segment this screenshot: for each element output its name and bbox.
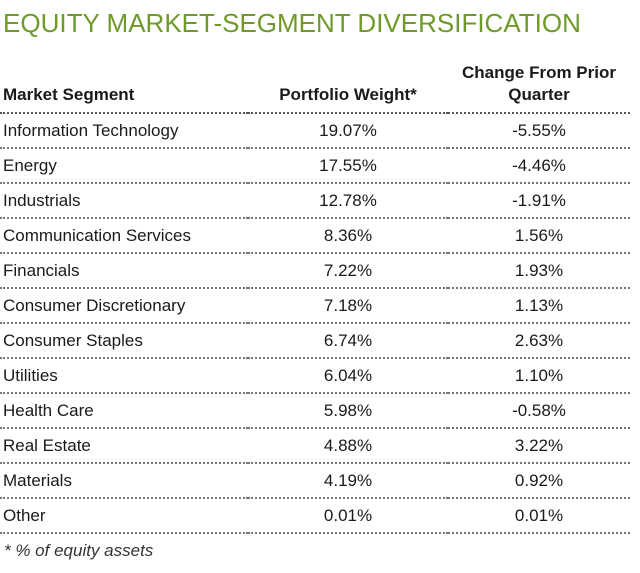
change-cell: -1.91% bbox=[448, 183, 630, 219]
change-cell: 0.92% bbox=[448, 463, 630, 499]
change-cell: 0.01% bbox=[448, 498, 630, 534]
change-cell: 1.10% bbox=[448, 358, 630, 394]
change-cell: 2.63% bbox=[448, 323, 630, 359]
header-market-segment: Market Segment bbox=[0, 62, 248, 114]
weight-cell: 7.18% bbox=[248, 288, 448, 324]
segment-cell: Health Care bbox=[0, 393, 248, 429]
segment-cell: Financials bbox=[0, 253, 248, 289]
weight-cell: 6.74% bbox=[248, 323, 448, 359]
table-row: Energy 17.55% -4.46% bbox=[0, 148, 630, 184]
table-row: Utilities 6.04% 1.10% bbox=[0, 358, 630, 394]
table-row: Other 0.01% 0.01% bbox=[0, 498, 630, 534]
header-change-from-prior-quarter: Change From Prior Quarter bbox=[448, 62, 630, 114]
table-row: Consumer Staples 6.74% 2.63% bbox=[0, 323, 630, 359]
segment-cell: Real Estate bbox=[0, 428, 248, 464]
header-change-line1: Change From Prior bbox=[462, 63, 616, 82]
weight-cell: 5.98% bbox=[248, 393, 448, 429]
weight-cell: 0.01% bbox=[248, 498, 448, 534]
weight-cell: 4.19% bbox=[248, 463, 448, 499]
segment-cell: Energy bbox=[0, 148, 248, 184]
table-row: Information Technology 19.07% -5.55% bbox=[0, 113, 630, 149]
table-row: Health Care 5.98% -0.58% bbox=[0, 393, 630, 429]
segment-cell: Industrials bbox=[0, 183, 248, 219]
weight-cell: 6.04% bbox=[248, 358, 448, 394]
segment-table: Market Segment Portfolio Weight* Change … bbox=[0, 62, 630, 534]
segment-cell: Utilities bbox=[0, 358, 248, 394]
table-row: Financials 7.22% 1.93% bbox=[0, 253, 630, 289]
table-header-row: Market Segment Portfolio Weight* Change … bbox=[0, 62, 630, 114]
table-row: Industrials 12.78% -1.91% bbox=[0, 183, 630, 219]
change-cell: 1.93% bbox=[448, 253, 630, 289]
change-cell: 3.22% bbox=[448, 428, 630, 464]
footnote: * % of equity assets bbox=[4, 541, 154, 560]
segment-cell: Materials bbox=[0, 463, 248, 499]
table-row: Materials 4.19% 0.92% bbox=[0, 463, 630, 499]
change-cell: -5.55% bbox=[448, 113, 630, 149]
weight-cell: 8.36% bbox=[248, 218, 448, 254]
weight-cell: 7.22% bbox=[248, 253, 448, 289]
header-change-line2: Quarter bbox=[508, 85, 570, 104]
change-cell: -0.58% bbox=[448, 393, 630, 429]
table-row: Consumer Discretionary 7.18% 1.13% bbox=[0, 288, 630, 324]
change-cell: 1.56% bbox=[448, 218, 630, 254]
change-cell: 1.13% bbox=[448, 288, 630, 324]
segment-cell: Consumer Discretionary bbox=[0, 288, 248, 324]
weight-cell: 4.88% bbox=[248, 428, 448, 464]
header-portfolio-weight: Portfolio Weight* bbox=[248, 62, 448, 114]
table-row: Communication Services 8.36% 1.56% bbox=[0, 218, 630, 254]
segment-cell: Communication Services bbox=[0, 218, 248, 254]
segment-cell: Consumer Staples bbox=[0, 323, 248, 359]
change-cell: -4.46% bbox=[448, 148, 630, 184]
segment-cell: Information Technology bbox=[0, 113, 248, 149]
weight-cell: 12.78% bbox=[248, 183, 448, 219]
weight-cell: 19.07% bbox=[248, 113, 448, 149]
page-title: EQUITY MARKET-SEGMENT DIVERSIFICATION bbox=[3, 8, 581, 38]
table-row: Real Estate 4.88% 3.22% bbox=[0, 428, 630, 464]
segment-cell: Other bbox=[0, 498, 248, 534]
weight-cell: 17.55% bbox=[248, 148, 448, 184]
